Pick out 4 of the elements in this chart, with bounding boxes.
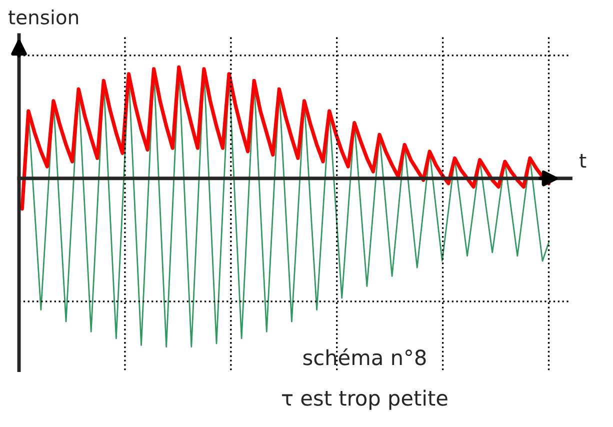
text: τ est trop petite — [282, 390, 448, 410]
text: schéma n°8 — [303, 348, 426, 366]
y-axis-title: tension — [8, 9, 78, 25]
x-axis-title: t — [580, 154, 586, 168]
